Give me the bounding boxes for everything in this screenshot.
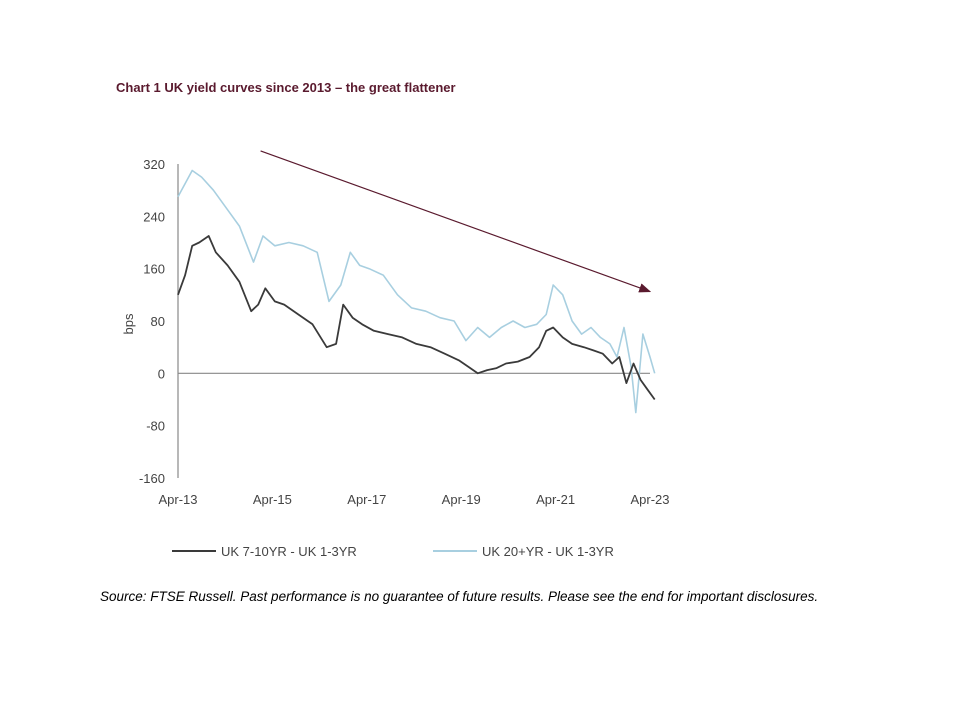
series-line-uk-20plus-yr: [177, 169, 656, 414]
y-tick-label: -80: [146, 419, 165, 434]
y-tick-label: 160: [143, 262, 165, 277]
x-tick-label: Apr-19: [442, 492, 481, 507]
x-tick-label: Apr-15: [253, 492, 292, 507]
legend-label: UK 20+YR - UK 1-3YR: [482, 544, 614, 559]
chart-title: Chart 1 UK yield curves since 2013 – the…: [116, 80, 456, 95]
trend-arrow: [260, 150, 652, 293]
x-tick-label: Apr-23: [630, 492, 669, 507]
y-tick-label: 0: [158, 366, 165, 381]
y-tick-label: 80: [151, 314, 165, 329]
x-tick-label: Apr-17: [347, 492, 386, 507]
y-tick-label: 240: [143, 209, 165, 224]
y-tick-label: 320: [143, 157, 165, 172]
y-tick-label: -160: [139, 471, 165, 486]
source-note: Source: FTSE Russell. Past performance i…: [100, 589, 819, 604]
legend-label: UK 7-10YR - UK 1-3YR: [221, 544, 357, 559]
y-axis-label: bps: [121, 313, 136, 334]
x-tick-label: Apr-13: [158, 492, 197, 507]
x-tick-label: Apr-21: [536, 492, 575, 507]
series-line-uk-7-10yr: [177, 235, 656, 401]
